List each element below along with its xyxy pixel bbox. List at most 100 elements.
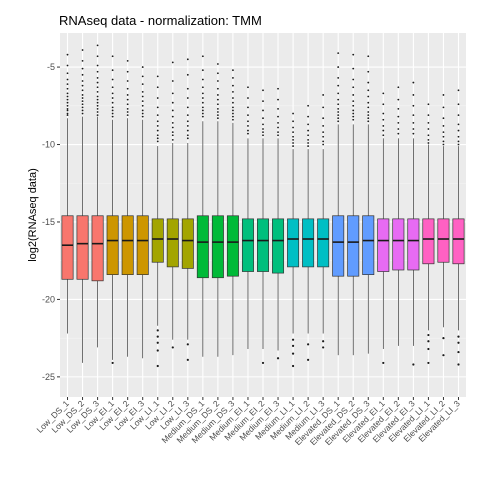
- outlier-point: [382, 129, 385, 132]
- outlier-point: [322, 143, 325, 146]
- outlier-point: [382, 92, 385, 95]
- outlier-point: [457, 129, 460, 132]
- outlier-point: [352, 112, 355, 115]
- outlier-point: [291, 364, 295, 368]
- box: [317, 218, 330, 268]
- outlier-point: [186, 87, 189, 90]
- outlier-point: [397, 121, 400, 124]
- outlier-point: [96, 114, 99, 116]
- outlier-point: [216, 98, 219, 101]
- outlier-point: [427, 134, 430, 137]
- outlier-point: [277, 131, 279, 134]
- outlier-point: [141, 115, 144, 118]
- outlier-point: [307, 142, 310, 144]
- outlier-point: [216, 94, 219, 96]
- outlier-point: [66, 101, 69, 104]
- outlier-point: [262, 89, 264, 92]
- outlier-point: [81, 89, 84, 92]
- outlier-point: [291, 344, 295, 347]
- outlier-point: [126, 70, 129, 73]
- outlier-point: [367, 111, 370, 113]
- outlier-point: [96, 77, 99, 79]
- outlier-point: [186, 358, 189, 361]
- outlier-point: [216, 114, 219, 116]
- outlier-point: [262, 117, 264, 120]
- outlier-point: [81, 112, 84, 115]
- outlier-point: [96, 64, 99, 67]
- outlier-point: [66, 64, 69, 67]
- box: [211, 215, 224, 279]
- outlier-point: [111, 106, 114, 109]
- chart-title: RNAseq data - normalization: TMM: [59, 13, 262, 28]
- outlier-point: [352, 78, 355, 81]
- outlier-point: [156, 364, 159, 368]
- outlier-point: [111, 101, 114, 104]
- outlier-point: [171, 92, 174, 95]
- outlier-point: [216, 111, 219, 113]
- outlier-point: [66, 112, 69, 115]
- outlier-point: [367, 120, 370, 123]
- outlier-point: [322, 131, 325, 134]
- outlier-point: [337, 120, 340, 123]
- outlier-point: [292, 142, 294, 144]
- outlier-point: [352, 86, 355, 89]
- outlier-point: [352, 94, 355, 96]
- outlier-point: [232, 106, 234, 109]
- outlier-point: [382, 118, 385, 121]
- outlier-point: [322, 140, 325, 143]
- outlier-point: [156, 129, 159, 132]
- outlier-point: [186, 343, 189, 346]
- outlier-point: [292, 145, 294, 147]
- outlier-point: [367, 106, 370, 109]
- outlier-point: [201, 109, 204, 112]
- outlier-point: [247, 132, 249, 135]
- outlier-point: [247, 120, 249, 123]
- outlier-point: [232, 101, 234, 104]
- outlier-point: [156, 75, 159, 78]
- outlier-point: [382, 103, 385, 106]
- outlier-point: [367, 95, 370, 98]
- outlier-point: [291, 352, 295, 355]
- outlier-point: [427, 138, 430, 141]
- outlier-point: [171, 126, 174, 129]
- outlier-point: [96, 104, 99, 107]
- outlier-point: [141, 66, 144, 68]
- outlier-point: [232, 115, 234, 118]
- outlier-point: [352, 115, 355, 118]
- box: [302, 218, 315, 268]
- outlier-point: [156, 106, 159, 109]
- outlier-point: [66, 98, 69, 101]
- outlier-point: [141, 75, 144, 78]
- outlier-point: [216, 87, 219, 90]
- outlier-point: [322, 125, 325, 127]
- outlier-point: [171, 109, 174, 112]
- box: [287, 218, 300, 268]
- outlier-point: [141, 83, 144, 86]
- outlier-point: [156, 120, 159, 123]
- outlier-point: [352, 104, 355, 107]
- outlier-point: [141, 100, 144, 103]
- outlier-point: [171, 115, 174, 118]
- outlier-point: [232, 109, 234, 112]
- outlier-point: [277, 87, 279, 90]
- outlier-point: [397, 132, 400, 135]
- outlier-point: [232, 112, 234, 115]
- outlier-point: [337, 98, 340, 101]
- outlier-point: [96, 81, 99, 84]
- outlier-point: [156, 329, 159, 332]
- outlier-point: [156, 125, 159, 127]
- outlier-point: [367, 89, 370, 92]
- outlier-point: [141, 104, 144, 107]
- outlier-point: [216, 63, 219, 65]
- outlier-point: [66, 72, 69, 75]
- outlier-point: [247, 125, 249, 127]
- outlier-point: [216, 72, 219, 75]
- outlier-point: [126, 98, 129, 101]
- outlier-point: [232, 77, 234, 79]
- outlier-point: [457, 135, 460, 138]
- outlier-point: [126, 87, 129, 90]
- outlier-point: [277, 134, 279, 137]
- outlier-point: [66, 92, 69, 95]
- outlier-point: [141, 90, 144, 93]
